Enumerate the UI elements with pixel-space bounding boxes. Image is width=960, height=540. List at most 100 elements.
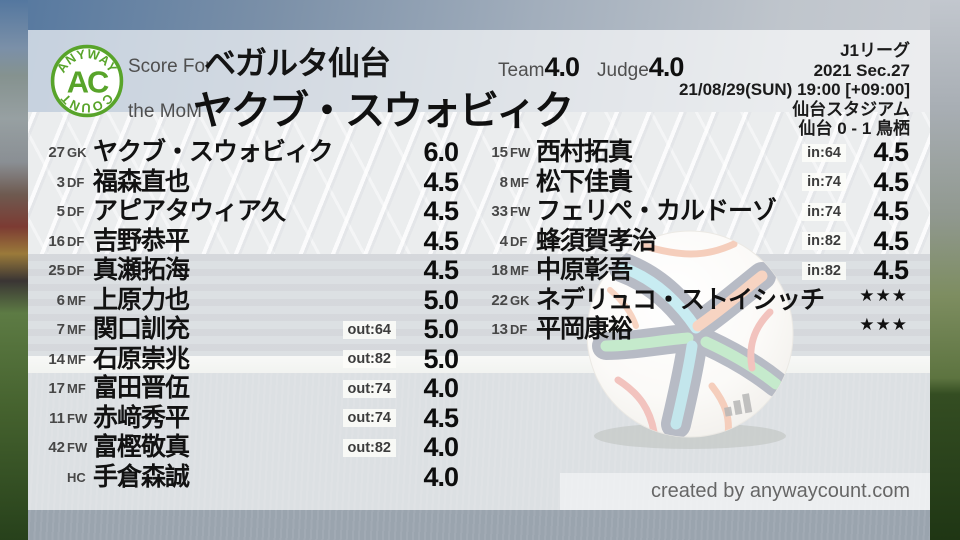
player-row: 11 FW 赤﨑秀平 out:74 4.5 bbox=[28, 402, 459, 434]
shirt-number: 42 bbox=[48, 439, 65, 457]
player-name: 富樫敬真 bbox=[93, 433, 190, 462]
player-row: 4 DF 蜂須賀孝治 in:82 4.5 bbox=[471, 225, 909, 257]
player-name: 吉野恭平 bbox=[93, 226, 190, 255]
shirt-number: 8 bbox=[499, 173, 508, 191]
player-name: 松下佳貴 bbox=[536, 167, 633, 196]
player-row: 14 MF 石原崇兆 out:82 5.0 bbox=[28, 344, 459, 375]
player-name: ネデリュコ・ストイシッチ bbox=[536, 285, 825, 314]
score-for-label: Score For bbox=[128, 56, 212, 77]
league-name: J1リーグ bbox=[840, 41, 910, 60]
rating-value: 4.5 bbox=[873, 137, 909, 168]
player-name: 中原彰吾 bbox=[536, 256, 633, 285]
player-name: 富田晋伍 bbox=[93, 374, 190, 403]
shirt-number: 4 bbox=[499, 232, 508, 250]
left-stand-edge bbox=[0, 0, 28, 540]
position-label: MF bbox=[510, 174, 529, 190]
player-name: 真瀬拓海 bbox=[93, 256, 190, 285]
player-row: 18 MF 中原彰吾 in:82 4.5 bbox=[471, 255, 909, 286]
substitution-badge: in:74 bbox=[802, 173, 846, 192]
position-label: GK bbox=[510, 292, 530, 308]
shirt-number: 27 bbox=[48, 144, 65, 162]
position-label: DF bbox=[67, 174, 85, 190]
player-name: 福森直也 bbox=[93, 167, 190, 196]
player-name: 蜂須賀孝治 bbox=[536, 226, 657, 255]
position-label: MF bbox=[67, 292, 86, 308]
substitution-badge: out:82 bbox=[342, 438, 396, 457]
player-row: 6 MF 上原力也 5.0 bbox=[28, 284, 459, 316]
player-name: 赤﨑秀平 bbox=[93, 403, 190, 432]
player-name: 上原力也 bbox=[93, 285, 190, 314]
player-row: 8 MF 松下佳貴 in:74 4.5 bbox=[471, 166, 909, 198]
position-label: MF bbox=[510, 263, 529, 279]
substitutes-column: 15 FW 西村拓真 in:64 4.5 8 MF 松下佳貴 in:74 4.5 33 FW フェリ… bbox=[471, 137, 909, 345]
venue: 仙台スタジアム bbox=[792, 99, 910, 119]
position-label: DF bbox=[510, 233, 528, 249]
shirt-number: 6 bbox=[56, 291, 65, 309]
rating-value: 4.5 bbox=[423, 166, 459, 197]
rating-value: 4.5 bbox=[873, 225, 909, 256]
position-label: FW bbox=[67, 440, 88, 456]
logo-initials: AC bbox=[67, 64, 109, 99]
staff-row: HC 手倉森誠 4.0 bbox=[28, 461, 459, 493]
shirt-number: 14 bbox=[48, 350, 65, 368]
rating-value: 4.5 bbox=[873, 196, 909, 227]
substitution-badge: in:82 bbox=[802, 261, 846, 280]
rating-value: 4.5 bbox=[423, 402, 459, 433]
shirt-number: 7 bbox=[56, 321, 65, 339]
shirt-number: 33 bbox=[491, 203, 508, 221]
player-name: ヤクブ・スウォビィク bbox=[93, 138, 334, 167]
player-name: 西村拓真 bbox=[536, 138, 633, 167]
kickoff-datetime: 21/08/29(SUN) 19:00 [+09:00] bbox=[678, 80, 910, 99]
position-label: DF bbox=[67, 263, 85, 279]
player-row: 15 FW 西村拓真 in:64 4.5 bbox=[471, 137, 909, 168]
shirt-number: 11 bbox=[49, 409, 65, 427]
player-row: 13 DF 平岡康裕 ★★★ bbox=[471, 315, 908, 345]
substitution-badge: out:82 bbox=[342, 350, 396, 369]
substitution-badge: out:74 bbox=[342, 379, 396, 398]
judge-score-label: Judge bbox=[597, 60, 649, 81]
player-name: 石原崇兆 bbox=[93, 344, 190, 373]
credit-bar: created by anywaycount.com bbox=[560, 473, 930, 510]
rating-value: 4.0 bbox=[423, 461, 459, 492]
position-label: FW bbox=[67, 410, 88, 426]
shirt-number: 16 bbox=[48, 232, 65, 250]
match-info: J1リーグ 2021 Sec.27 21/08/29(SUN) 19:00 [+… bbox=[679, 41, 910, 139]
position-label: DF bbox=[67, 233, 85, 249]
season-round: 2021 Sec.27 bbox=[813, 60, 910, 80]
overlay-panel: ANYWAY COUNT AC Score For ベガルタ仙台 the MoM… bbox=[28, 30, 930, 510]
rating-value: 4.5 bbox=[423, 255, 459, 286]
mom-label: the MoM bbox=[128, 101, 202, 122]
rating-value: 4.5 bbox=[873, 255, 909, 286]
player-row: 7 MF 関口訓充 out:64 5.0 bbox=[28, 315, 459, 345]
shirt-number: 22 bbox=[491, 291, 508, 309]
player-row: 16 DF 吉野恭平 4.5 bbox=[28, 226, 459, 257]
unused-sub-stars: ★★★ bbox=[859, 315, 908, 334]
player-row: 33 FW フェリペ・カルドーゾ in:74 4.5 bbox=[471, 196, 909, 227]
final-score-line: 仙台 0 - 1 鳥栖 bbox=[798, 119, 910, 138]
position-label: FW bbox=[510, 145, 531, 161]
anywaycount-logo: ANYWAY COUNT AC bbox=[50, 44, 124, 118]
shirt-number: 17 bbox=[48, 380, 65, 398]
position-label: FW bbox=[510, 204, 531, 220]
substitution-badge: in:74 bbox=[802, 202, 846, 221]
shirt-number: 25 bbox=[48, 262, 65, 280]
score-summary: Team 4.0 Judge 4.0 bbox=[498, 52, 684, 83]
rating-value: 5.0 bbox=[423, 284, 459, 315]
position-label: GK bbox=[67, 145, 87, 161]
rating-value: 4.5 bbox=[873, 166, 909, 197]
shirt-number: 13 bbox=[491, 321, 508, 339]
rating-value: 6.0 bbox=[423, 137, 459, 168]
rating-value: 4.5 bbox=[423, 196, 459, 227]
player-row: 5 DF アピアタウィア久 4.5 bbox=[28, 196, 459, 227]
shirt-number: 5 bbox=[56, 203, 65, 221]
shirt-number: 3 bbox=[56, 173, 65, 191]
right-stand-edge bbox=[930, 0, 960, 540]
shirt-number: 18 bbox=[491, 262, 508, 280]
team-score-label: Team bbox=[498, 60, 545, 81]
player-row: 3 DF 福森直也 4.5 bbox=[28, 166, 459, 198]
position-label: DF bbox=[510, 322, 528, 338]
position-label: MF bbox=[67, 351, 86, 367]
substitution-badge: out:64 bbox=[342, 320, 396, 339]
player-name: 手倉森誠 bbox=[93, 462, 190, 491]
starters-column: 27 GK ヤクブ・スウォビィク 6.0 3 DF 福森直也 4.5 5 DF アピアタウィア久… bbox=[28, 137, 459, 493]
